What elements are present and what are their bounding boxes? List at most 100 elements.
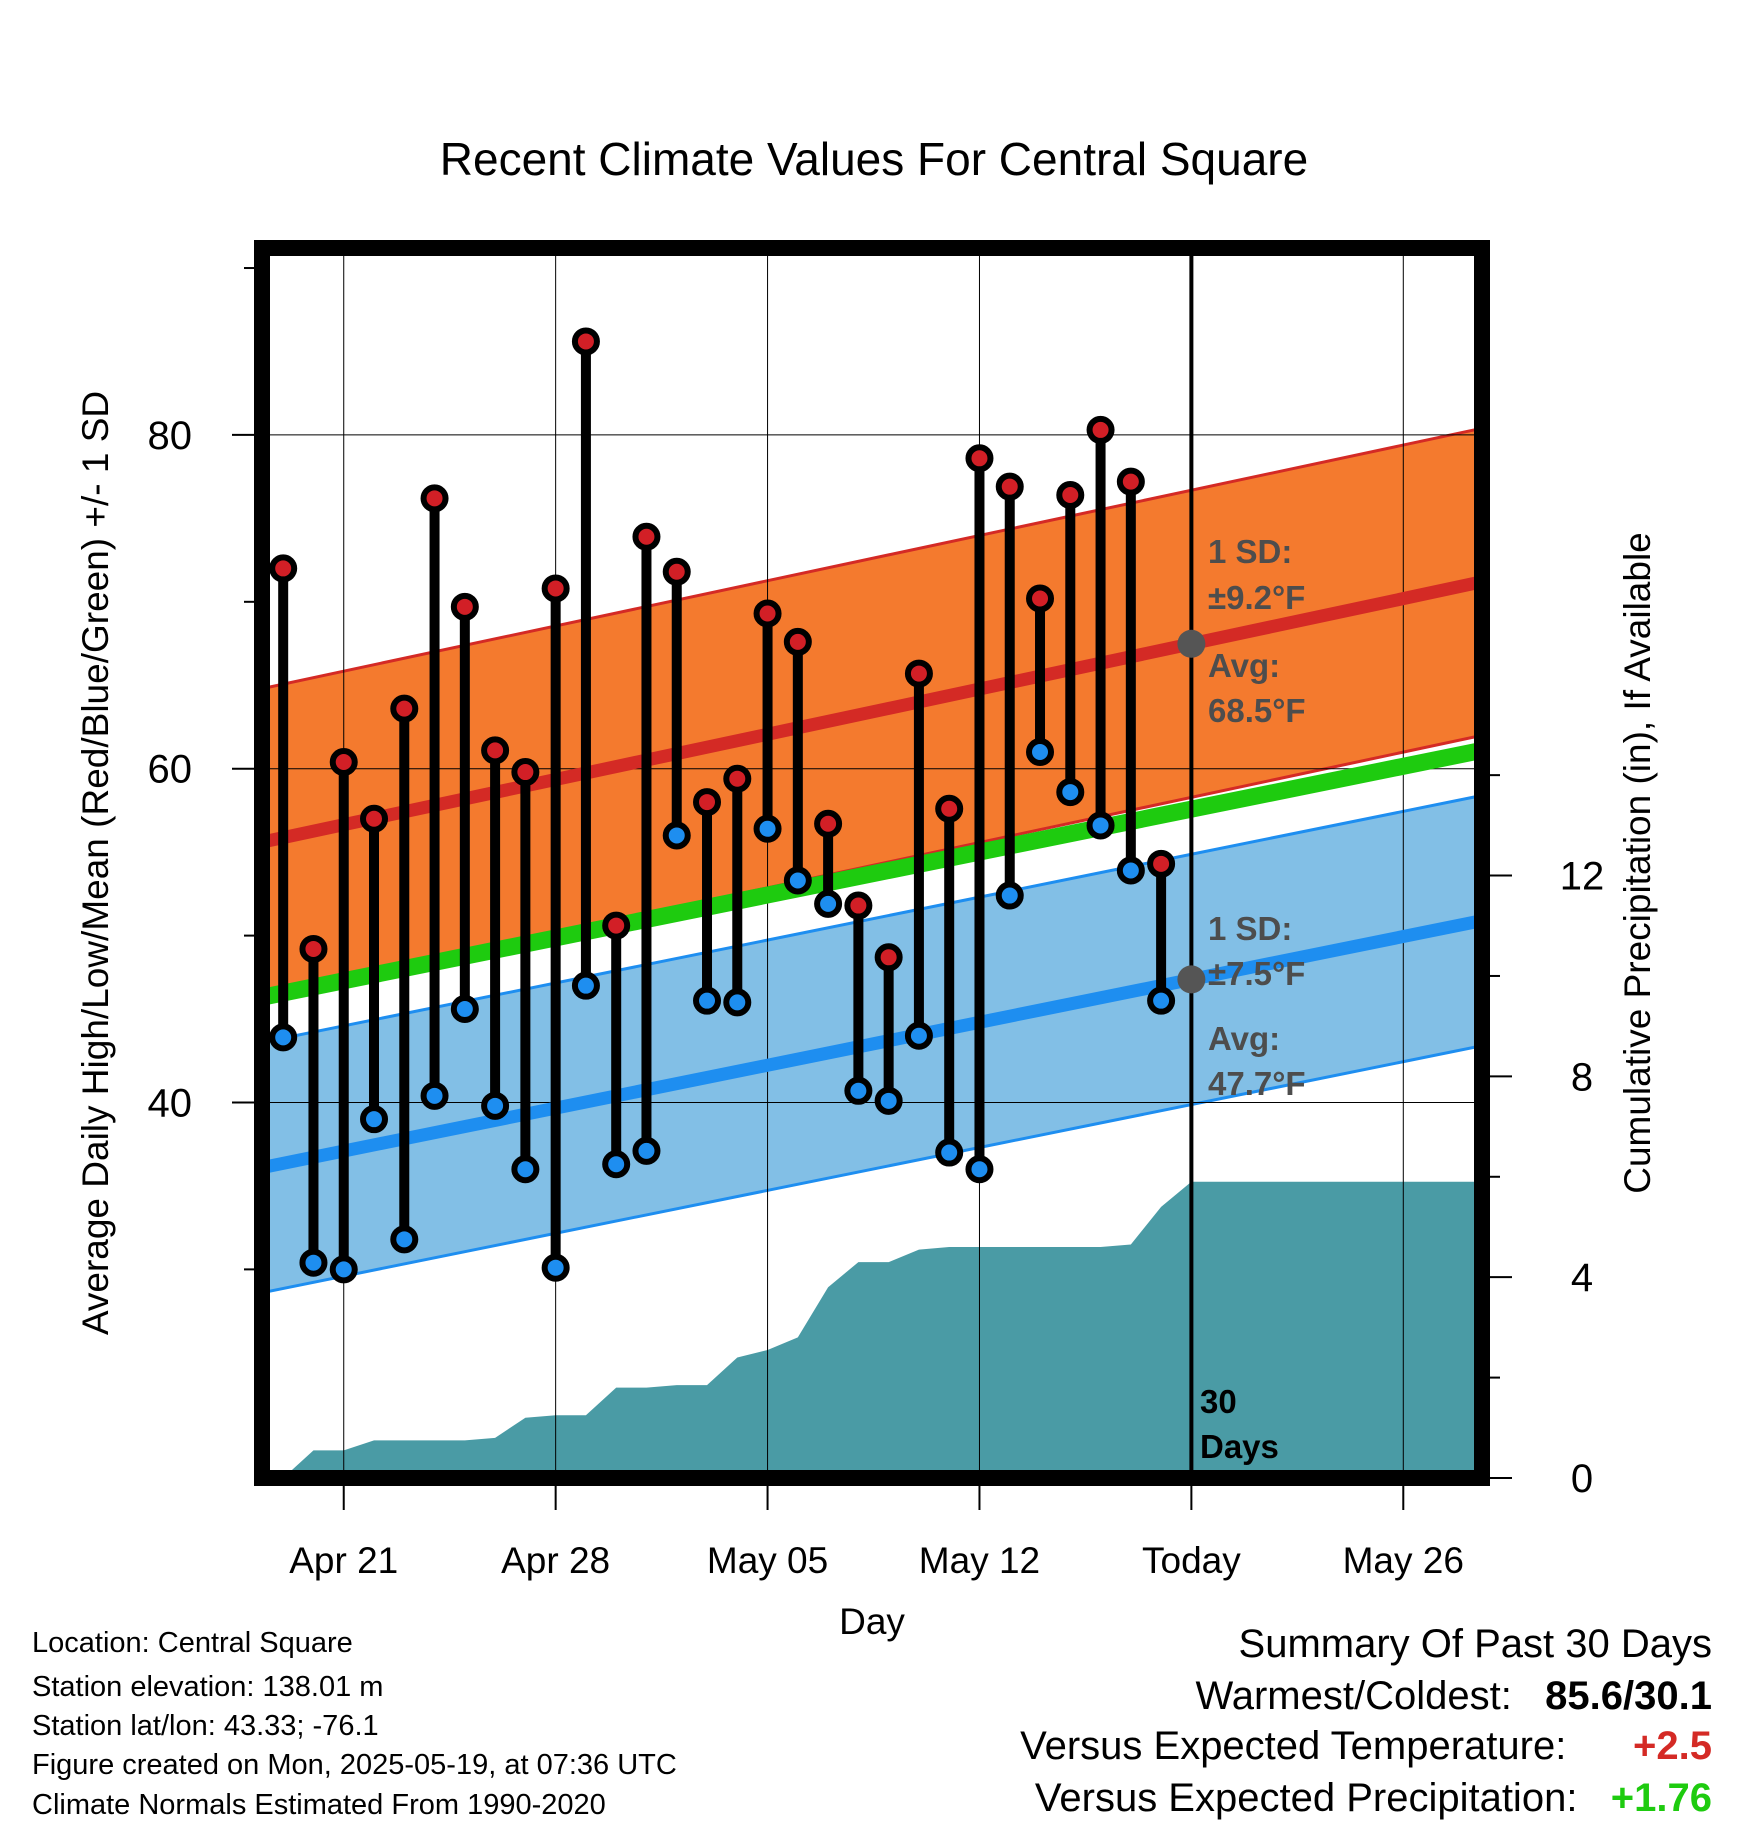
daily-high-point	[1086, 415, 1115, 444]
daily-low-point	[602, 1150, 631, 1179]
expected-precip-value: +1.76	[1610, 1776, 1712, 1820]
daily-low-point	[1086, 811, 1115, 840]
daily-low-point	[269, 1023, 298, 1052]
daily-low-point	[1116, 856, 1145, 885]
daily-low-point	[814, 889, 843, 918]
summary-precip-row: Versus Expected Precipitation: +1.76	[1035, 1776, 1712, 1821]
daily-low-point	[935, 1138, 964, 1167]
expected-temp-label: Versus Expected Temperature:	[1020, 1724, 1567, 1768]
daily-low-point	[995, 881, 1024, 910]
x-tick-label: Today	[1142, 1540, 1241, 1581]
chart-title: Recent Climate Values For Central Square	[440, 133, 1308, 185]
daily-high-point	[723, 764, 752, 793]
plot-frame	[254, 240, 1490, 1486]
footer-created: Figure created on Mon, 2025-05-19, at 07…	[32, 1749, 677, 1781]
y-tick-label: 80	[148, 414, 193, 458]
x-tick-label: May 05	[707, 1540, 828, 1581]
y2-tick-label: 12	[1560, 855, 1605, 899]
daily-low-point	[753, 814, 782, 843]
y-axis-label: Average Daily High/Low/Mean (Red/Blue/Gr…	[75, 391, 116, 1335]
daily-high-point	[1026, 584, 1055, 613]
daily-low-point	[874, 1086, 903, 1115]
daily-low-point	[329, 1255, 358, 1284]
daily-high-point	[844, 891, 873, 920]
daily-high-point	[571, 327, 600, 356]
low-avg-label: Avg:	[1208, 1020, 1280, 1057]
daily-high-point	[874, 943, 903, 972]
daily-low-point	[541, 1253, 570, 1282]
low-avg-value: 47.7°F	[1208, 1065, 1306, 1102]
daily-high-point	[450, 592, 479, 621]
daily-high-point	[360, 804, 389, 833]
y2-tick-label: 4	[1571, 1256, 1593, 1300]
expected-temp-value: +2.5	[1633, 1724, 1712, 1768]
daily-low-point	[390, 1225, 419, 1254]
today-low-normal-marker	[1177, 965, 1206, 994]
daily-low-point	[844, 1076, 873, 1105]
daily-low-point	[1056, 778, 1085, 807]
daily-low-point	[723, 988, 752, 1017]
daily-low-point	[571, 971, 600, 1000]
daily-high-point	[329, 748, 358, 777]
daily-high-point	[693, 788, 722, 817]
footer-elevation: Station elevation: 138.01 m	[32, 1671, 384, 1703]
daily-low-point	[965, 1155, 994, 1184]
daily-low-point	[481, 1091, 510, 1120]
daily-high-point	[481, 736, 510, 765]
x-tick-label: Apr 21	[289, 1540, 398, 1581]
daily-high-point	[753, 599, 782, 628]
daily-low-point	[693, 986, 722, 1015]
y2-tick-label: 8	[1571, 1055, 1593, 1099]
footer-normals: Climate Normals Estimated From 1990-2020	[32, 1789, 606, 1821]
daily-high-point	[995, 472, 1024, 501]
footer-location: Location: Central Square	[32, 1627, 353, 1659]
daily-low-point	[632, 1136, 661, 1165]
daily-high-point	[814, 809, 843, 838]
daily-high-point	[299, 934, 328, 963]
high-avg-value: 68.5°F	[1208, 692, 1306, 729]
today-high-normal-marker	[1177, 629, 1206, 658]
daily-high-point	[511, 758, 540, 787]
daily-low-point	[783, 866, 812, 895]
y2-tick-label: 0	[1571, 1457, 1593, 1501]
daily-low-point	[450, 995, 479, 1024]
summary-heading: Summary Of Past 30 Days	[1238, 1622, 1712, 1666]
daily-high-point	[420, 484, 449, 513]
low-normal-line	[262, 914, 1482, 1174]
daily-high-point	[783, 627, 812, 656]
high-sd-label: 1 SD:	[1208, 533, 1292, 570]
warmest-coldest-label: Warmest/Coldest:	[1195, 1674, 1512, 1718]
days-label-text: Days	[1200, 1428, 1279, 1465]
daily-low-point	[1026, 738, 1055, 767]
daily-low-point	[1147, 986, 1176, 1015]
daily-high-point	[1116, 467, 1145, 496]
x-tick-label: May 12	[919, 1540, 1040, 1581]
days-label-number: 30	[1200, 1383, 1237, 1420]
high-sd-value: ±9.2°F	[1208, 579, 1305, 616]
daily-high-point	[662, 557, 691, 586]
daily-high-point	[541, 574, 570, 603]
daily-high-point	[269, 554, 298, 583]
x-tick-label: May 26	[1343, 1540, 1464, 1581]
high-avg-label: Avg:	[1208, 647, 1280, 684]
y-tick-label: 40	[148, 1081, 193, 1125]
daily-low-point	[299, 1248, 328, 1277]
daily-low-point	[662, 821, 691, 850]
x-axis-label: Day	[839, 1601, 905, 1642]
daily-high-point	[904, 659, 933, 688]
daily-low-point	[360, 1105, 389, 1134]
daily-high-point	[1147, 849, 1176, 878]
summary-warmest-row: Warmest/Coldest: 85.6/30.1	[1195, 1674, 1712, 1719]
low-sd-value: ±7.5°F	[1208, 955, 1305, 992]
precipitation-area	[283, 1181, 1482, 1478]
daily-high-point	[390, 694, 419, 723]
y2-axis-label: Cumulative Precipitation (in), If Availa…	[1617, 532, 1658, 1194]
expected-precip-label: Versus Expected Precipitation:	[1034, 1776, 1578, 1820]
daily-high-point	[935, 794, 964, 823]
daily-high-point	[602, 911, 631, 940]
daily-low-point	[904, 1021, 933, 1050]
x-tick-label: Apr 28	[501, 1540, 610, 1581]
footer-latlon: Station lat/lon: 43.33; -76.1	[32, 1710, 379, 1742]
daily-low-point	[420, 1081, 449, 1110]
